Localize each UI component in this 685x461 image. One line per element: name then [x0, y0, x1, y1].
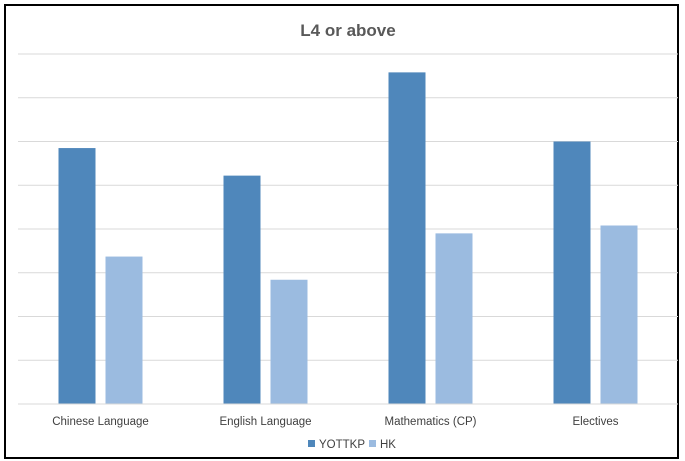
legend-label-hk: HK: [380, 439, 396, 451]
bars: [58, 72, 638, 404]
legend: YOTTKP HK: [308, 439, 396, 451]
bar-yottkp-0: [58, 148, 96, 404]
bar-hk-2: [435, 233, 473, 404]
x-tick-label: Electives: [572, 416, 618, 428]
bar-yottkp-2: [388, 72, 426, 404]
bar-yottkp-1: [223, 175, 261, 404]
x-tick-labels: Chinese Language English Language Mathemat…: [52, 416, 619, 428]
x-tick-label: English Language: [219, 416, 311, 428]
legend-swatch-yottkp: [308, 440, 315, 447]
bar-hk-3: [600, 225, 638, 404]
bar-hk-0: [105, 256, 143, 404]
legend-swatch-hk: [369, 440, 376, 447]
x-tick-label: Chinese Language: [52, 416, 149, 428]
bar-yottkp-3: [553, 141, 591, 404]
bar-hk-1: [270, 279, 308, 404]
legend-label-yottkp: YOTTKP: [319, 439, 365, 451]
chart-title: L4 or above: [300, 21, 395, 40]
x-tick-label: Mathematics (CP): [384, 416, 476, 428]
